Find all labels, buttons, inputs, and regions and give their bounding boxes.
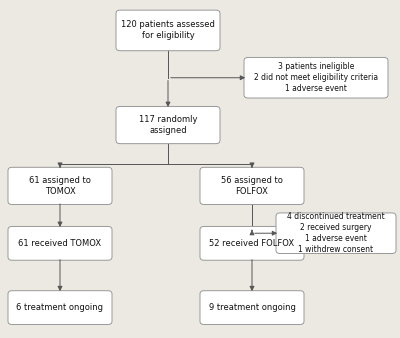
Text: 56 assigned to
FOLFOX: 56 assigned to FOLFOX [221,176,283,196]
Text: 52 received FOLFOX: 52 received FOLFOX [210,239,294,248]
FancyBboxPatch shape [8,291,112,324]
Text: 61 assigned to
TOMOX: 61 assigned to TOMOX [29,176,91,196]
FancyBboxPatch shape [116,10,220,51]
FancyBboxPatch shape [200,226,304,260]
FancyBboxPatch shape [200,291,304,324]
Text: 120 patients assessed
for eligibility: 120 patients assessed for eligibility [121,20,215,41]
FancyBboxPatch shape [8,167,112,204]
Text: 61 received TOMOX: 61 received TOMOX [18,239,102,248]
FancyBboxPatch shape [116,106,220,144]
Text: 6 treatment ongoing: 6 treatment ongoing [16,303,104,312]
Text: 3 patients ineligible
2 did not meet eligibility criteria
1 adverse event: 3 patients ineligible 2 did not meet eli… [254,62,378,93]
FancyBboxPatch shape [8,226,112,260]
Text: 4 discontinued treatment
2 received surgery
1 adverse event
1 withdrew consent: 4 discontinued treatment 2 received surg… [287,212,385,255]
FancyBboxPatch shape [200,167,304,204]
FancyBboxPatch shape [244,57,388,98]
Text: 9 treatment ongoing: 9 treatment ongoing [208,303,296,312]
Text: 117 randomly
assigned: 117 randomly assigned [139,115,197,135]
FancyBboxPatch shape [276,213,396,254]
